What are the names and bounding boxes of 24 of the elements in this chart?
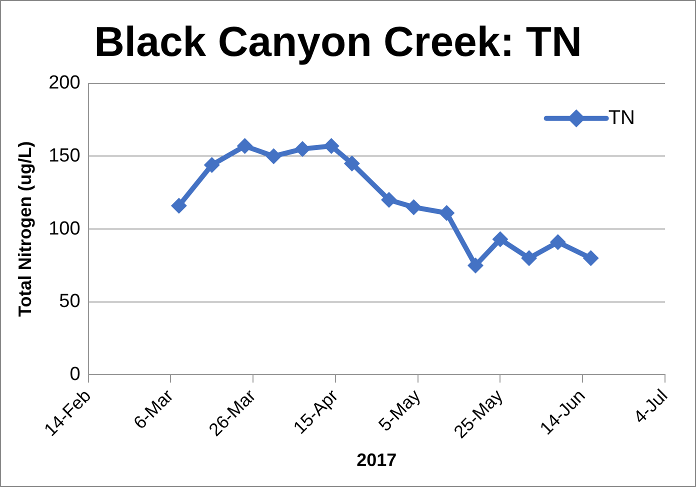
point [170, 198, 187, 214]
y-axis-title: Total Nitrogen (ug/L) [14, 141, 35, 317]
point [294, 140, 311, 157]
y-tick-label: 150 [48, 145, 80, 166]
legend-label: TN [608, 106, 636, 129]
point [582, 250, 599, 266]
point [406, 199, 422, 216]
point [323, 138, 340, 154]
point [521, 250, 538, 266]
point [381, 192, 398, 208]
point [344, 156, 360, 172]
y-tick-label: 100 [48, 218, 80, 240]
y-tick-label: 200 [48, 72, 80, 94]
y-tick-label: 50 [59, 291, 80, 312]
chart-title: Black Canyon Creek: TN [94, 18, 582, 65]
point [438, 205, 455, 222]
point [204, 156, 220, 173]
point [266, 148, 282, 164]
point [468, 257, 484, 274]
y-tick-label: 0 [70, 364, 80, 385]
point [550, 234, 566, 250]
x-axis-title: 2017 [356, 450, 397, 470]
point [492, 231, 508, 248]
point [236, 138, 253, 154]
